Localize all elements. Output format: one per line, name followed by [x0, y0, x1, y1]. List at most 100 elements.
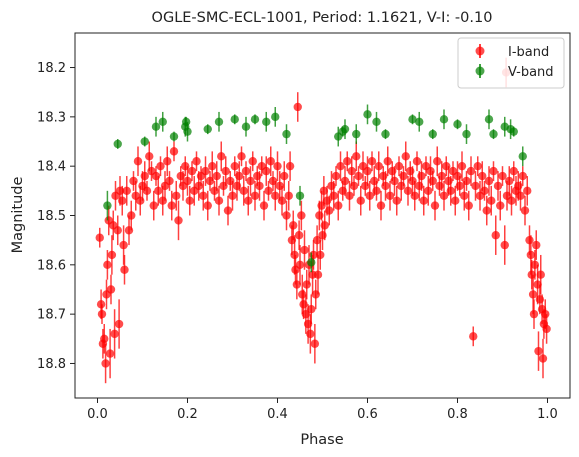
i-band-marker: [101, 359, 110, 368]
i-band-marker: [345, 191, 354, 200]
i-band-point: [280, 161, 289, 191]
i-band-marker: [133, 157, 143, 166]
i-band-marker: [185, 196, 194, 205]
i-band-point: [221, 156, 230, 186]
i-band-point: [487, 185, 496, 216]
i-band-marker: [174, 216, 183, 225]
i-band-point: [347, 156, 356, 186]
i-band-point: [183, 166, 192, 196]
i-band-point: [297, 200, 306, 231]
i-band-marker: [340, 176, 350, 186]
i-band-marker: [385, 191, 395, 200]
i-band-marker: [266, 157, 275, 166]
i-band-marker: [412, 157, 422, 166]
i-band-marker: [462, 176, 471, 186]
i-band-marker: [295, 260, 305, 270]
i-band-point: [111, 180, 120, 211]
v-band-point: [509, 126, 518, 137]
i-band-marker: [498, 171, 507, 181]
i-band-marker: [372, 186, 381, 196]
v-band-marker: [340, 124, 350, 134]
i-band-marker: [518, 171, 527, 181]
i-band-marker: [106, 285, 116, 294]
i-band-marker: [383, 157, 392, 166]
i-band-marker: [235, 171, 244, 181]
i-band-marker: [228, 191, 237, 200]
i-band-point: [469, 326, 478, 347]
i-band-marker: [212, 171, 221, 181]
i-band-marker: [325, 206, 334, 215]
i-band-marker: [520, 206, 530, 215]
i-band-point: [262, 156, 271, 186]
i-band-point: [383, 146, 392, 177]
i-band-point: [208, 151, 217, 181]
i-band-marker: [433, 157, 442, 166]
i-band-marker: [480, 186, 489, 196]
i-band-point: [172, 180, 181, 211]
i-band-point: [203, 190, 212, 221]
i-band-point: [284, 180, 293, 211]
i-band-marker: [455, 181, 464, 191]
i-band-point: [390, 166, 399, 196]
i-band-point: [439, 180, 449, 211]
i-band-point: [538, 338, 548, 379]
v-band-point: [113, 139, 122, 149]
i-band-point: [482, 195, 491, 226]
i-band-point: [169, 141, 179, 162]
i-band-marker: [390, 176, 399, 186]
v-band-marker: [151, 122, 161, 131]
i-band-point: [266, 146, 275, 177]
i-band-marker: [349, 181, 359, 191]
i-band-point: [104, 205, 113, 236]
v-band-marker: [462, 129, 471, 139]
i-band-marker: [230, 161, 239, 171]
i-band-marker: [489, 166, 498, 176]
i-band-marker: [464, 201, 473, 210]
i-band-point: [230, 156, 239, 177]
v-band-point: [372, 111, 381, 132]
i-band-point: [239, 176, 248, 206]
v-band-marker: [489, 129, 498, 139]
i-band-marker: [500, 240, 509, 250]
i-band-marker: [100, 334, 109, 344]
i-band-point: [105, 328, 115, 379]
i-band-marker: [367, 157, 377, 166]
i-band-marker: [142, 186, 152, 196]
i-band-point: [244, 185, 253, 216]
i-band-marker: [536, 270, 545, 279]
i-band-marker: [439, 191, 449, 200]
i-band-marker: [273, 161, 282, 171]
v-band-marker: [103, 201, 112, 210]
i-band-marker: [290, 250, 299, 260]
y-tick-label: 18.7: [37, 308, 66, 323]
i-band-point: [307, 294, 316, 325]
v-band-point: [103, 190, 112, 221]
v-band-point: [169, 131, 179, 142]
i-band-point: [199, 180, 208, 211]
v-band-point: [307, 252, 316, 273]
v-band-point: [352, 124, 361, 144]
i-band-marker: [244, 196, 253, 205]
i-band-point: [532, 230, 541, 260]
i-band-marker: [237, 152, 246, 161]
i-band-point: [381, 171, 390, 201]
i-band-point: [271, 180, 280, 211]
i-band-marker: [316, 250, 325, 260]
i-band-point: [385, 180, 395, 211]
i-band-point: [310, 324, 320, 364]
i-band-marker: [525, 235, 534, 245]
i-band-point: [300, 230, 309, 270]
i-band-marker: [526, 250, 536, 260]
i-band-marker: [140, 171, 149, 181]
i-band-point: [509, 161, 518, 181]
i-band-marker: [374, 161, 383, 171]
i-band-point: [412, 151, 422, 172]
v-band-point: [295, 185, 305, 206]
i-band-marker: [457, 161, 467, 171]
v-band-marker: [282, 129, 291, 139]
i-band-point: [295, 245, 305, 285]
i-band-point: [277, 185, 287, 216]
i-band-point: [343, 151, 352, 172]
i-band-marker: [487, 196, 496, 205]
i-band-point: [289, 210, 298, 241]
